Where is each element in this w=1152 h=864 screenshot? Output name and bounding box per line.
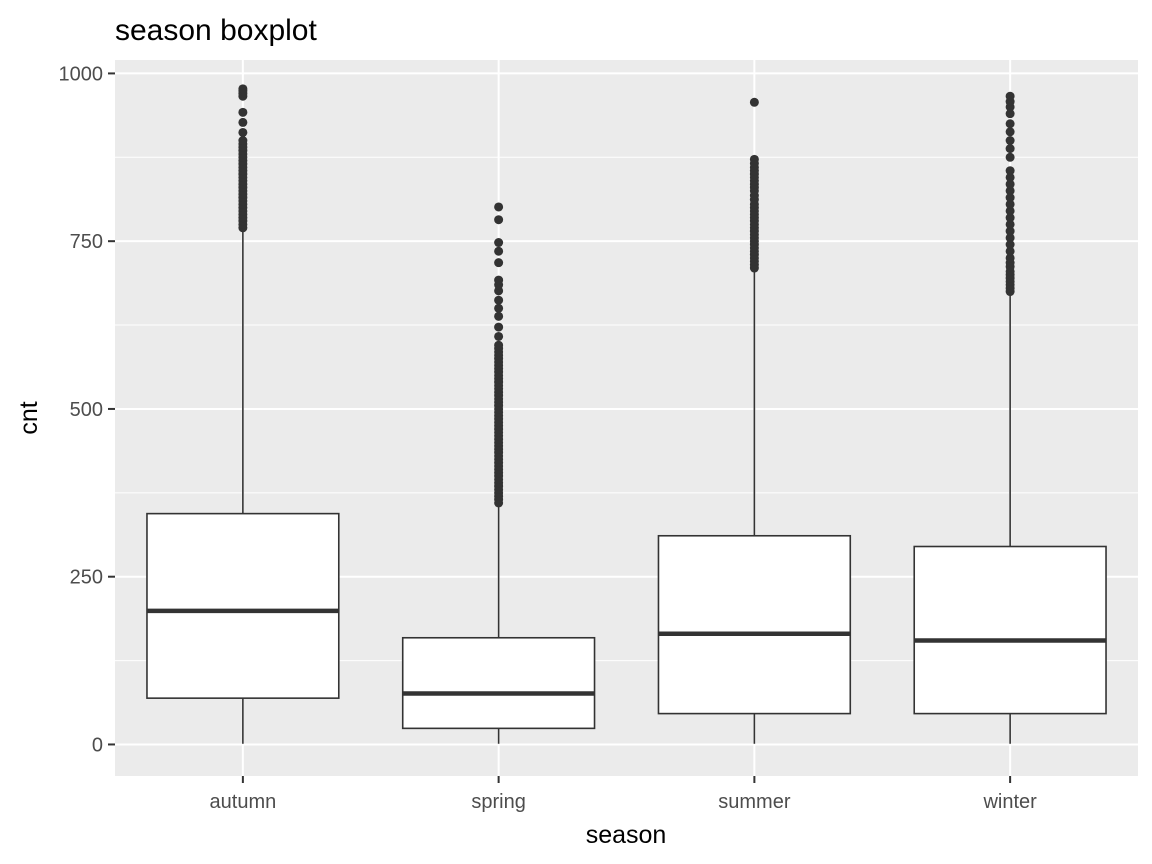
outlier-point xyxy=(238,107,248,117)
box-iqr xyxy=(657,534,852,715)
outlier-point xyxy=(749,97,759,107)
x-tick-label: spring xyxy=(471,791,525,813)
outlier-point xyxy=(238,84,248,94)
outlier-point xyxy=(494,258,504,268)
outlier-point xyxy=(494,202,504,212)
outlier-point xyxy=(1005,213,1015,223)
y-tick-label: 750 xyxy=(70,231,103,253)
outlier-point xyxy=(238,117,248,127)
box-iqr xyxy=(401,636,596,730)
x-tick-label: summer xyxy=(718,791,791,813)
boxes xyxy=(146,84,1107,744)
box-iqr xyxy=(146,512,340,699)
y-axis: 0 250 500 750 1000 xyxy=(59,63,115,756)
outlier-point xyxy=(1005,233,1015,243)
outlier-point xyxy=(494,322,504,332)
outlier-point xyxy=(1005,193,1015,203)
outlier-point xyxy=(494,340,504,350)
box-autumn xyxy=(146,84,340,744)
y-tick-label: 500 xyxy=(70,399,103,421)
outlier-point xyxy=(1005,226,1015,236)
outlier-point xyxy=(494,246,504,256)
outlier-point xyxy=(1005,172,1015,182)
outlier-point xyxy=(494,238,504,248)
x-axis: autumn spring summer winter xyxy=(210,776,1037,813)
box-summer xyxy=(657,97,852,744)
outlier-point xyxy=(1005,219,1015,229)
outlier-point xyxy=(1005,206,1015,216)
y-axis-title: cnt xyxy=(15,401,43,434)
outlier-point xyxy=(1005,186,1015,196)
outlier-point xyxy=(1005,246,1015,256)
outlier-point xyxy=(1005,179,1015,189)
outlier-point xyxy=(494,275,504,285)
outlier-point xyxy=(1005,199,1015,209)
outlier-point xyxy=(1005,136,1015,146)
box-winter xyxy=(913,91,1107,744)
y-tick-label: 0 xyxy=(92,734,103,756)
x-tick-label: autumn xyxy=(210,791,277,813)
outlier-point xyxy=(1005,127,1015,137)
outlier-point xyxy=(494,331,504,341)
outlier-point xyxy=(1005,109,1015,119)
outlier-point xyxy=(238,127,248,137)
outlier-point xyxy=(1005,91,1015,101)
outlier-point xyxy=(494,311,504,321)
outlier-point xyxy=(749,154,759,164)
outlier-point xyxy=(1005,253,1015,263)
x-tick-label: winter xyxy=(982,791,1037,813)
box-iqr xyxy=(913,545,1107,715)
box-spring xyxy=(401,202,596,744)
chart-title: season boxplot xyxy=(115,14,317,47)
outlier-point xyxy=(1005,240,1015,250)
y-tick-label: 1000 xyxy=(59,63,104,85)
outlier-point xyxy=(494,215,504,225)
outlier-point xyxy=(1005,152,1015,162)
outlier-point xyxy=(494,295,504,305)
y-tick-label: 250 xyxy=(70,567,103,589)
outlier-point xyxy=(1005,119,1015,129)
x-axis-title: season xyxy=(586,821,667,849)
outlier-point xyxy=(238,136,248,146)
outlier-point xyxy=(494,303,504,313)
outlier-point xyxy=(1005,166,1015,176)
outlier-point xyxy=(1005,144,1015,154)
